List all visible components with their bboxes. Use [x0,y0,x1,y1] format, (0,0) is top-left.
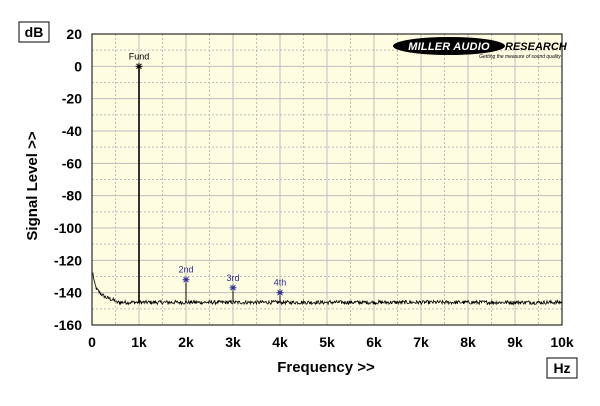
peak-label-2nd: 2nd [178,265,193,275]
peak-marker-4th [276,289,284,297]
y-tick-label: 20 [66,26,82,42]
logo-tagline: Getting the measure of sound quality [479,54,561,60]
plot-border [91,33,563,326]
y-tick-label: -100 [54,220,82,236]
brand-logo: MILLER AUDIO RESEARCH Getting the measur… [393,37,568,60]
peak-marker-Fund [135,62,143,70]
y-unit-label: dB [25,24,44,40]
y-tick-label: -120 [54,252,82,268]
peak-marker-3rd [229,284,237,292]
y-tick-label: -20 [62,91,82,107]
peak-label-3rd: 3rd [226,273,239,283]
x-unit-box: Hz [546,357,578,379]
x-tick-label: 5k [319,334,335,350]
x-tick-label: 3k [225,334,241,350]
x-tick-labels: 0 1k 2k 3k 4k 5k 6k 7k 8k 9k 10k [88,334,574,350]
y-tick-label: -140 [54,285,82,301]
x-tick-label: 0 [88,334,96,350]
y-tick-label: -80 [62,188,82,204]
grid-lines [92,34,562,325]
y-tick-label: -160 [54,317,82,333]
logo-brand-right: RESEARCH [505,41,568,53]
y-tick-label: -60 [62,155,82,171]
noise-floor-trace [92,272,562,306]
noise-floor-layer [92,272,562,306]
x-tick-label: 9k [507,334,523,350]
y-tick-labels: 20 0 -20 -40 -60 -80 -100 -120 -140 -160 [54,26,82,333]
x-tick-label: 7k [413,334,429,350]
peak-label-4th: 4th [274,278,287,288]
x-tick-label: 8k [460,334,476,350]
y-axis-title: Signal Level >> [24,131,41,240]
peak-marker-2nd [182,276,190,284]
logo-oval [393,37,505,55]
x-unit-label: Hz [553,360,570,376]
peak-label-Fund: Fund [129,51,150,61]
x-tick-label: 6k [366,334,382,350]
logo-brand-left: MILLER AUDIO [408,41,490,53]
x-tick-label: 4k [272,334,288,350]
x-tick-label: 10k [550,334,574,350]
x-tick-label: 2k [178,334,194,350]
x-axis-title: Frequency >> [277,359,375,376]
x-tick-label: 1k [131,334,147,350]
y-unit-box: dB [18,21,50,43]
y-tick-label: -40 [62,123,82,139]
peak-layer: Fund 2nd 3rd 4th [129,51,287,303]
y-tick-label: 0 [74,58,82,74]
